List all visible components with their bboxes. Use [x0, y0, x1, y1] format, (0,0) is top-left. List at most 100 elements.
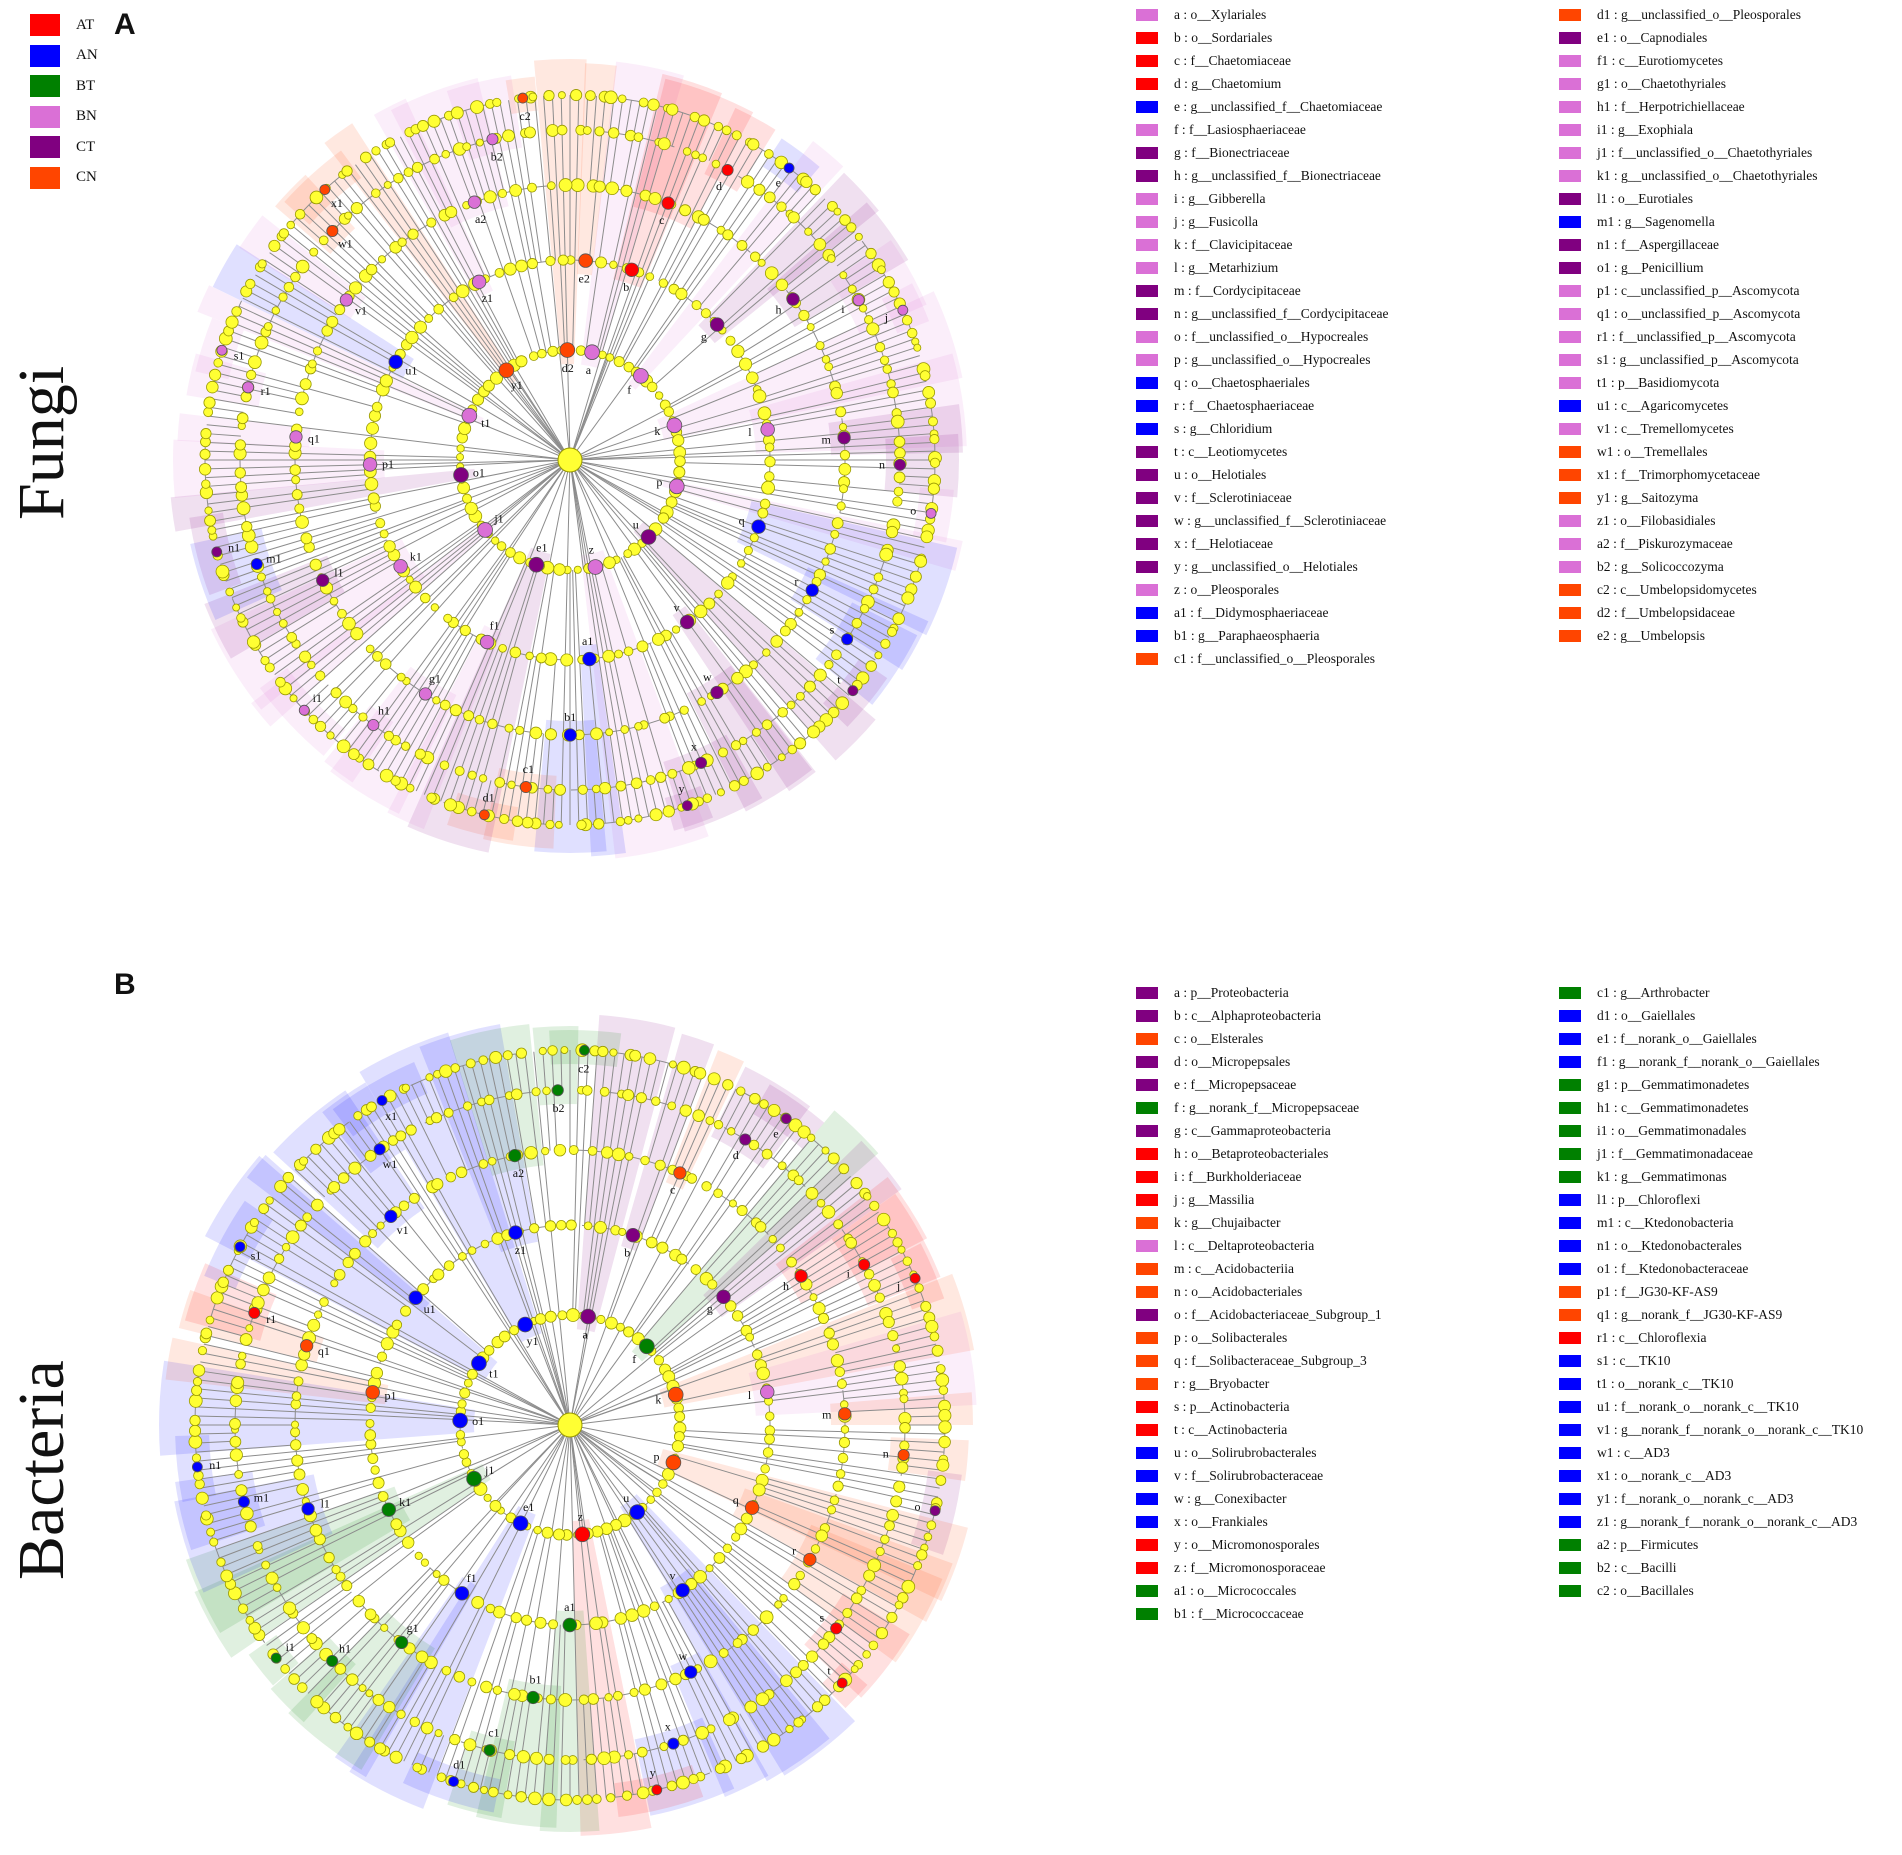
legend-entry: n : g__unclassified_f__Cordycipitaceae — [1136, 302, 1388, 325]
taxon-dot — [415, 1650, 429, 1664]
taxon-dot — [669, 1672, 682, 1686]
taxon-dot — [748, 1139, 760, 1151]
node-label: r — [794, 575, 798, 589]
taxon-dot — [757, 406, 772, 421]
taxon-dot — [609, 1048, 618, 1057]
taxon-dot — [599, 1086, 610, 1097]
group-swatch — [30, 14, 60, 37]
taxon-dot — [462, 142, 471, 151]
taxon-dot — [272, 1583, 282, 1592]
taxon-dot — [593, 818, 605, 830]
legend-swatch — [1559, 123, 1581, 136]
node-label: a — [586, 363, 592, 377]
legend-swatch — [1559, 399, 1581, 412]
taxon-dot — [336, 739, 351, 754]
taxon-dot — [682, 761, 696, 775]
legend-text: b1 : g__Paraphaeosphaeria — [1174, 627, 1320, 643]
biomarker-node — [783, 162, 795, 174]
taxon-dot — [816, 1198, 826, 1208]
taxon-dot — [923, 1532, 933, 1542]
legend-swatch — [1136, 1331, 1158, 1344]
legend-text: l : c__Deltaproteobacteria — [1174, 1237, 1315, 1253]
node-label: f — [627, 383, 631, 397]
legend-entry: d : g__Chaetomium — [1136, 72, 1388, 95]
legend-text: b : o__Sordariales — [1174, 29, 1273, 45]
legend-entry: a1 : f__Didymosphaeriaceae — [1136, 601, 1388, 624]
legend-swatch — [1559, 146, 1581, 159]
legend-swatch — [1136, 77, 1158, 90]
taxon-dot — [676, 1253, 688, 1265]
node-label: u — [633, 517, 639, 531]
taxon-dot — [664, 1594, 673, 1604]
taxon-dot — [349, 1247, 361, 1260]
taxon-dot — [352, 1594, 365, 1608]
taxon-dot — [606, 1793, 616, 1803]
taxon-dot — [736, 1205, 748, 1217]
taxon-dot — [483, 1094, 495, 1106]
biomarker-node — [574, 1526, 591, 1543]
node-label: o1 — [473, 466, 485, 480]
biomarker-node — [681, 800, 693, 812]
legend-text: m : f__Cordycipitaceae — [1174, 282, 1301, 298]
taxon-dot — [456, 444, 465, 453]
taxon-dot — [257, 1283, 270, 1297]
taxon-dot — [285, 1230, 300, 1244]
node-label: b — [624, 1245, 630, 1259]
taxon-dot — [480, 1680, 493, 1694]
legend-swatch — [1559, 1492, 1581, 1505]
taxon-dot — [400, 1305, 412, 1317]
legend-text: i : g__Gibberella — [1174, 190, 1266, 206]
taxon-dot — [407, 228, 419, 240]
taxon-dot — [462, 1101, 473, 1111]
taxon-dot — [245, 1324, 254, 1333]
biomarker-node — [925, 507, 937, 519]
highlight-sector — [748, 1311, 977, 1416]
biomarker-node — [786, 292, 800, 306]
legend-entry: l : g__Metarhizium — [1136, 256, 1388, 279]
taxon-dot — [654, 1159, 666, 1171]
taxon-dot — [718, 1648, 729, 1658]
legend-swatch — [1559, 537, 1581, 550]
legend-swatch — [1136, 468, 1158, 481]
root-node — [557, 447, 583, 473]
group-legend-item: CN — [30, 163, 98, 194]
taxon-dot — [787, 211, 800, 224]
branches — [194, 1050, 946, 1801]
taxon-dot — [901, 1579, 916, 1594]
taxon-dot — [258, 1203, 270, 1215]
taxon-dot — [797, 1125, 811, 1139]
taxon-dot — [458, 1449, 470, 1460]
taxon-dot — [629, 1687, 639, 1697]
taxon-dot — [614, 1612, 628, 1625]
legend-text: o1 : g__Penicillium — [1597, 259, 1704, 275]
taxon-dot — [785, 1724, 794, 1734]
taxon-dot — [432, 1570, 441, 1578]
taxon-dot — [217, 1276, 229, 1288]
taxon-dot — [389, 1750, 403, 1764]
taxon-dot — [830, 386, 843, 400]
taxon-dot — [367, 1453, 379, 1465]
biomarker-node — [803, 1552, 817, 1567]
legend-text: g1 : p__Gemmatimonadetes — [1597, 1076, 1750, 1092]
node-label: c1 — [523, 762, 534, 776]
taxon-dot — [888, 286, 900, 298]
taxon-dot — [697, 697, 706, 706]
taxon-dot — [271, 306, 280, 315]
highlight-sector — [732, 1488, 953, 1622]
taxon-dot — [827, 254, 836, 263]
taxon-dot — [867, 1558, 882, 1573]
taxon-dot — [524, 126, 536, 139]
taxon-dot — [623, 1326, 635, 1338]
taxon-dot — [396, 1709, 406, 1719]
taxon-dot — [278, 619, 288, 628]
taxon-dot — [350, 202, 363, 215]
legend-entry: d2 : f__Umbelopsidaceae — [1559, 601, 1817, 624]
taxon-dot — [865, 660, 877, 672]
legend-swatch — [1136, 629, 1158, 642]
taxon-dot — [489, 371, 504, 385]
taxon-dot — [659, 712, 670, 724]
biomarker-node — [316, 573, 330, 587]
legend-text: z1 : g__norank_f__norank_o__norank_c__AD… — [1597, 1513, 1858, 1529]
legend-text: s1 : g__unclassified_p__Ascomycota — [1597, 351, 1799, 367]
node-label: b1 — [530, 1673, 542, 1687]
